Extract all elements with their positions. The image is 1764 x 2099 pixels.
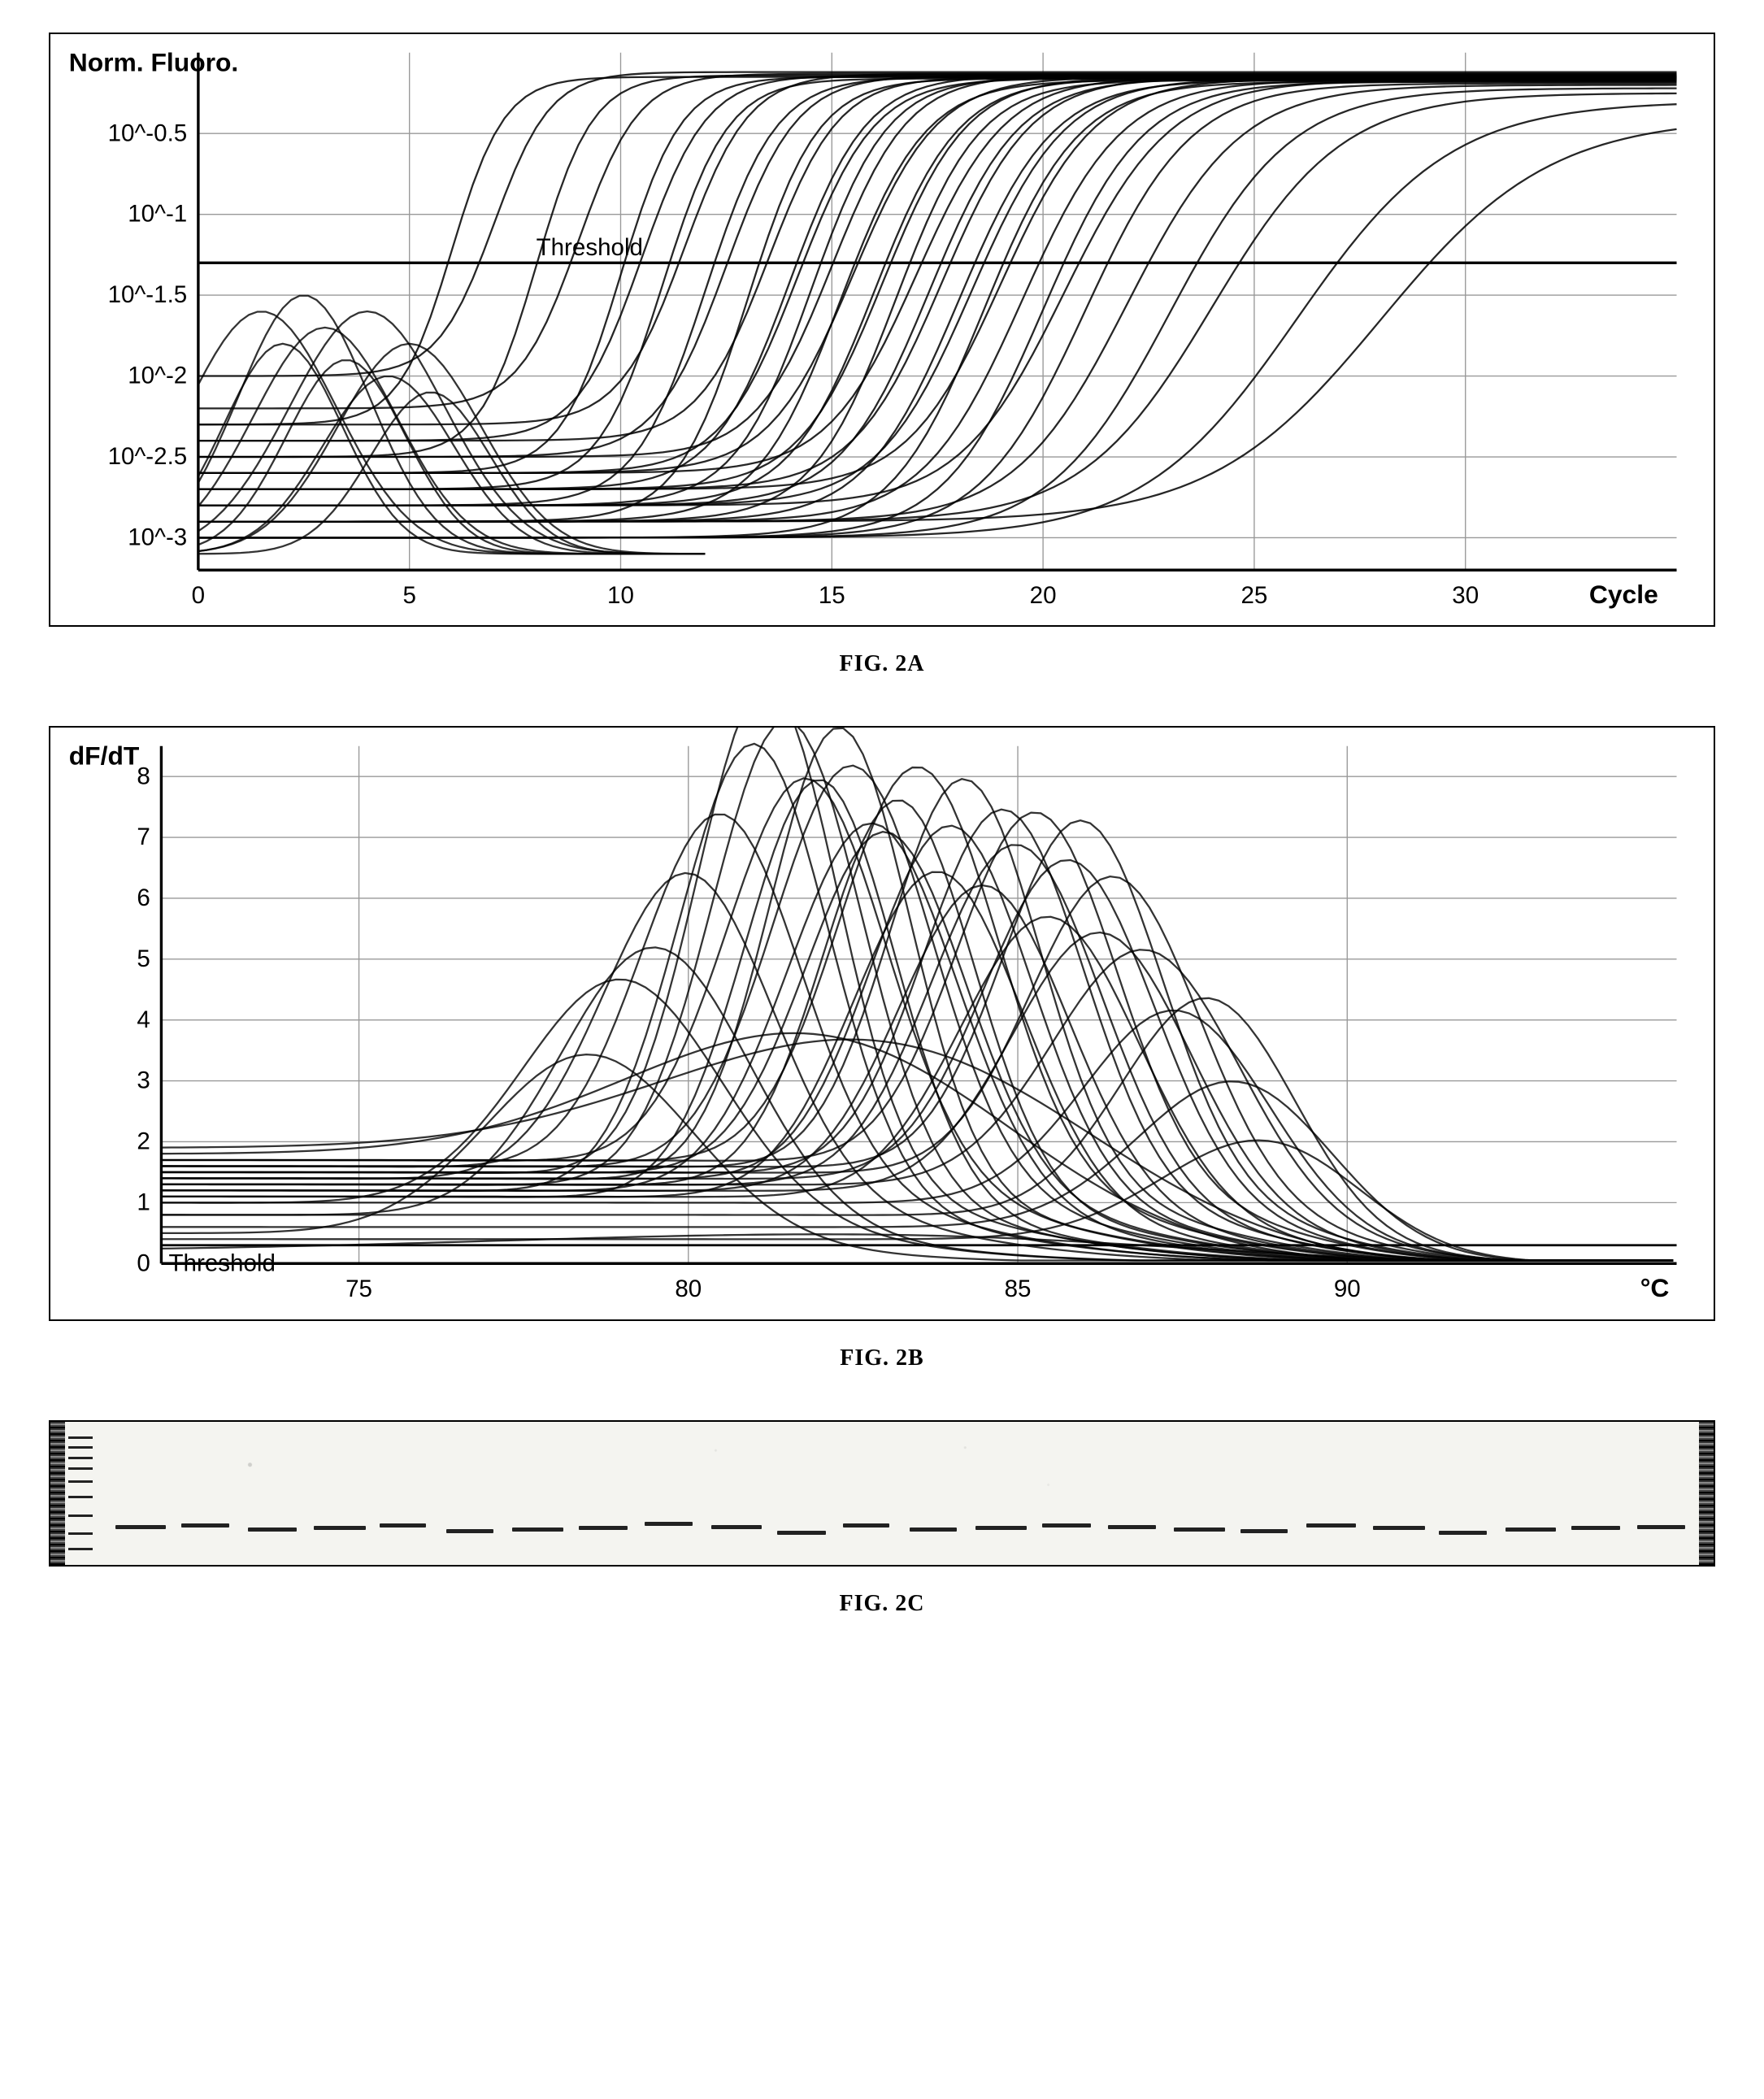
ladder-rung <box>68 1457 93 1459</box>
gel-band <box>777 1531 827 1535</box>
gel-band <box>248 1528 298 1532</box>
svg-text:3: 3 <box>137 1067 150 1094</box>
svg-text:10^-1: 10^-1 <box>128 201 187 228</box>
ladder-rung <box>68 1436 93 1439</box>
ladder-rung <box>68 1548 93 1550</box>
gel-band <box>975 1526 1027 1530</box>
svg-text:1: 1 <box>137 1189 150 1216</box>
gel-band <box>1505 1528 1557 1532</box>
gel-edge-left <box>50 1422 65 1565</box>
svg-text:30: 30 <box>1452 582 1479 609</box>
gel-band <box>1306 1523 1356 1528</box>
svg-text:0: 0 <box>192 582 205 609</box>
svg-text:90: 90 <box>1334 1276 1361 1303</box>
gel-band <box>1108 1525 1156 1529</box>
svg-text:Cycle: Cycle <box>1589 580 1658 609</box>
svg-text:5: 5 <box>137 945 150 972</box>
fig2b-svg: 01234567875808590ThresholddF/dT°C <box>50 728 1714 1319</box>
fig2c-caption: FIG. 2C <box>49 1591 1715 1617</box>
gel-band <box>1240 1529 1288 1533</box>
svg-text:15: 15 <box>819 582 845 609</box>
gel-band <box>446 1529 494 1533</box>
ladder-rung <box>68 1514 93 1517</box>
ladder-rung <box>68 1446 93 1449</box>
svg-text:0: 0 <box>137 1250 150 1277</box>
gel-band <box>1042 1523 1092 1528</box>
gel-band <box>181 1523 229 1528</box>
figure-2c: FIG. 2C <box>49 1420 1715 1617</box>
fig2b-caption: FIG. 2B <box>49 1345 1715 1371</box>
svg-text:10: 10 <box>607 582 634 609</box>
gel-band <box>115 1525 167 1529</box>
gel-band <box>1571 1526 1621 1530</box>
svg-text:75: 75 <box>345 1276 372 1303</box>
gel-lanes <box>107 1422 1696 1565</box>
svg-text:10^-2.5: 10^-2.5 <box>108 443 188 470</box>
gel-band <box>579 1526 628 1530</box>
ladder-rung <box>68 1496 93 1498</box>
svg-text:2: 2 <box>137 1128 150 1155</box>
fig2a-chart: 10^-0.5 10^-1 10^-1.5 10^-2 10^-2.5 10^-3 0 5 10… <box>49 33 1715 627</box>
gel-band <box>1439 1531 1487 1535</box>
gel-ladder <box>68 1428 93 1558</box>
figure-2b: 01234567875808590ThresholddF/dT°C FIG. 2… <box>49 726 1715 1371</box>
svg-text:7: 7 <box>137 824 150 851</box>
figure-2a: 10^-0.5 10^-1 10^-1.5 10^-2 10^-2.5 10^-3 0 5 10… <box>49 33 1715 677</box>
svg-text:5: 5 <box>402 582 415 609</box>
gel-band <box>843 1523 889 1528</box>
svg-text:25: 25 <box>1240 582 1267 609</box>
svg-text:85: 85 <box>1005 1276 1032 1303</box>
ladder-rung <box>68 1480 93 1483</box>
gel-band <box>645 1522 693 1526</box>
gel-band <box>380 1523 426 1528</box>
gel-band <box>314 1526 366 1530</box>
fig2c-gel <box>49 1420 1715 1567</box>
gel-band <box>711 1525 763 1529</box>
fig2a-caption: FIG. 2A <box>49 651 1715 677</box>
svg-text:20: 20 <box>1030 582 1057 609</box>
svg-text:10^-3: 10^-3 <box>128 524 187 551</box>
ladder-rung <box>68 1532 93 1535</box>
svg-text:10^-0.5: 10^-0.5 <box>108 120 188 146</box>
svg-text:10^-1.5: 10^-1.5 <box>108 281 188 308</box>
svg-text:10^-2: 10^-2 <box>128 363 187 389</box>
gel-band <box>1637 1525 1685 1529</box>
svg-text:80: 80 <box>675 1276 702 1303</box>
gel-band <box>1373 1526 1425 1530</box>
svg-text:°C: °C <box>1640 1274 1670 1303</box>
gel-band <box>512 1528 563 1532</box>
fig2b-chart: 01234567875808590ThresholddF/dT°C <box>49 726 1715 1320</box>
svg-text:4: 4 <box>137 1006 150 1033</box>
ladder-rung <box>68 1467 93 1470</box>
fig2a-svg: 10^-0.5 10^-1 10^-1.5 10^-2 10^-2.5 10^-3 0 5 10… <box>50 34 1714 625</box>
gel-band <box>910 1528 958 1532</box>
gel-band <box>1174 1528 1225 1532</box>
svg-text:Norm. Fluoro.: Norm. Fluoro. <box>69 47 239 76</box>
gel-edge-right <box>1699 1422 1714 1565</box>
svg-text:dF/dT: dF/dT <box>69 741 140 771</box>
svg-text:6: 6 <box>137 884 150 911</box>
